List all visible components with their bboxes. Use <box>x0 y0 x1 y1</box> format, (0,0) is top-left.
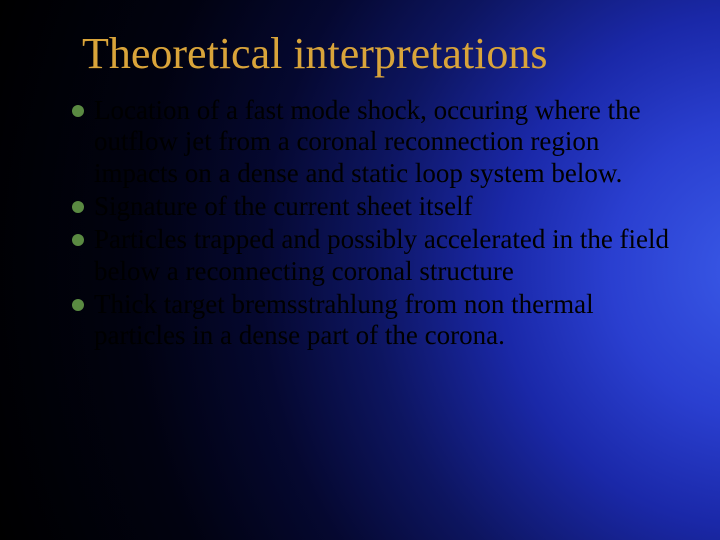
slide: Theoretical interpretations Location of … <box>0 0 720 540</box>
list-item: Signature of the current sheet itself <box>72 191 680 222</box>
slide-title: Theoretical interpretations <box>82 28 680 79</box>
bullet-icon <box>72 201 84 213</box>
bullet-text: Thick target bremsstrahlung from non the… <box>94 289 594 350</box>
bullet-text: Location of a fast mode shock, occuring … <box>94 95 641 188</box>
bullet-text: Signature of the current sheet itself <box>94 191 473 221</box>
list-item: Particles trapped and possibly accelerat… <box>72 224 680 287</box>
bullet-icon <box>72 105 84 117</box>
bullet-icon <box>72 234 84 246</box>
list-item: Location of a fast mode shock, occuring … <box>72 95 680 189</box>
list-item: Thick target bremsstrahlung from non the… <box>72 289 680 352</box>
bullet-text: Particles trapped and possibly accelerat… <box>94 224 669 285</box>
bullet-icon <box>72 299 84 311</box>
bullet-list: Location of a fast mode shock, occuring … <box>72 95 680 352</box>
